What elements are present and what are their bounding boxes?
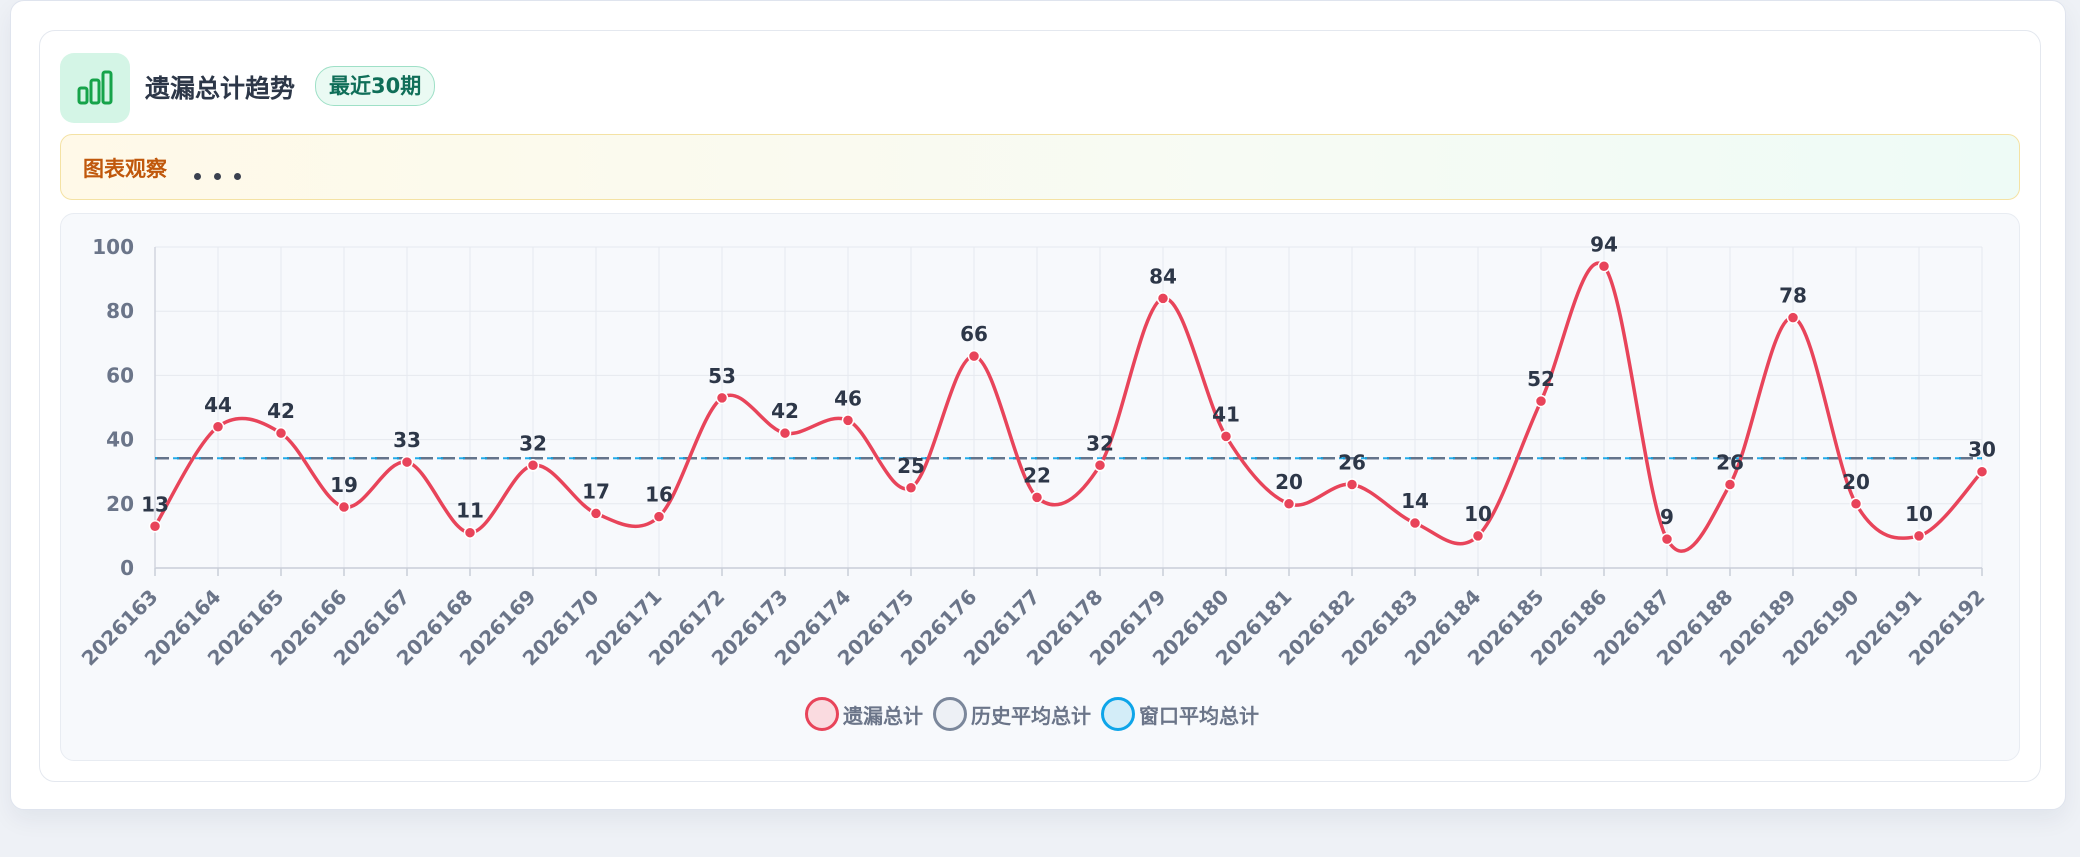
data-label: 84: [1149, 264, 1177, 288]
data-point: [715, 391, 729, 405]
legend-item-window-avg[interactable]: 窗口平均总计: [1101, 697, 1259, 731]
data-label: 26: [1338, 451, 1366, 475]
legend-swatch-window-avg: [1101, 697, 1135, 731]
data-point: [652, 510, 666, 523]
data-label: 22: [1023, 463, 1051, 487]
legend-swatch-series: [805, 697, 839, 731]
data-label: 20: [1842, 470, 1870, 494]
data-label: 42: [771, 399, 799, 423]
data-point: [1597, 260, 1611, 273]
data-label: 10: [1905, 502, 1933, 526]
legend-item-series[interactable]: 遗漏总计: [805, 697, 923, 731]
chart-panel: [60, 213, 2020, 761]
observation-bar[interactable]: 图表观察: [60, 134, 2020, 200]
data-label: 16: [645, 483, 673, 507]
data-point: [841, 414, 855, 427]
data-label: 14: [1401, 489, 1429, 513]
data-label: 26: [1716, 451, 1744, 475]
data-label: 33: [393, 428, 421, 452]
data-label: 46: [834, 386, 862, 410]
data-point: [1345, 478, 1359, 491]
data-label: 20: [1275, 470, 1303, 494]
chart-legend: 遗漏总计 历史平均总计 窗口平均总计: [805, 694, 1269, 734]
data-label: 32: [1086, 431, 1114, 455]
data-label: 9: [1660, 505, 1674, 529]
data-point: [400, 455, 414, 469]
data-label: 10: [1464, 502, 1492, 526]
data-label: 94: [1590, 232, 1618, 256]
data-label: 25: [897, 454, 925, 478]
legend-item-history-avg[interactable]: 历史平均总计: [933, 697, 1091, 731]
data-label: 53: [708, 364, 736, 388]
y-tick-label: 60: [106, 363, 134, 387]
data-point: [211, 420, 225, 434]
series-line-missing-total: [153, 261, 1984, 553]
data-label: 13: [141, 492, 169, 516]
y-tick-label: 40: [106, 428, 134, 452]
data-label: 42: [267, 399, 295, 423]
data-point: [1282, 497, 1296, 511]
data-point: [1786, 311, 1800, 324]
bar-chart-icon: [60, 53, 130, 123]
data-point: [1219, 430, 1233, 443]
data-point: [1975, 465, 1989, 478]
legend-label-history-avg: 历史平均总计: [971, 703, 1091, 728]
data-point: [463, 526, 477, 539]
data-point: [1723, 478, 1737, 491]
data-label: 19: [330, 473, 358, 497]
data-point: [967, 349, 981, 363]
data-point: [526, 459, 540, 472]
data-point: [1156, 292, 1170, 305]
data-point: [778, 426, 792, 440]
data-label: 32: [519, 431, 547, 455]
data-label: 11: [456, 499, 484, 523]
data-label: 44: [204, 393, 232, 417]
data-point: [1912, 529, 1926, 543]
more-dots-icon[interactable]: [194, 165, 254, 184]
data-point: [1093, 459, 1107, 472]
legend-label-window-avg: 窗口平均总计: [1139, 703, 1259, 728]
data-point: [1534, 394, 1548, 408]
data-point: [1408, 516, 1422, 530]
data-point: [148, 520, 162, 533]
data-label: 41: [1212, 402, 1240, 426]
data-label: 52: [1527, 367, 1555, 391]
data-point: [1471, 529, 1485, 543]
y-tick-label: 80: [106, 299, 134, 323]
data-point: [904, 481, 918, 494]
observation-label: 图表观察: [83, 157, 167, 181]
data-label: 17: [582, 479, 610, 503]
data-label: 30: [1968, 438, 1996, 462]
legend-swatch-history-avg: [933, 697, 967, 731]
y-tick-label: 0: [120, 556, 134, 580]
data-label: 78: [1779, 284, 1807, 308]
data-point: [274, 426, 288, 440]
chart-title: 遗漏总计趋势: [145, 74, 296, 103]
y-tick-label: 20: [106, 492, 134, 516]
data-point: [1849, 497, 1863, 511]
data-label: 66: [960, 322, 988, 346]
period-badge[interactable]: 最近30期: [315, 66, 436, 106]
data-point: [589, 507, 603, 520]
data-point: [1660, 532, 1674, 546]
y-tick-label: 100: [92, 235, 134, 259]
data-point: [337, 500, 351, 514]
data-point: [1030, 491, 1044, 504]
legend-label-series: 遗漏总计: [843, 703, 923, 728]
